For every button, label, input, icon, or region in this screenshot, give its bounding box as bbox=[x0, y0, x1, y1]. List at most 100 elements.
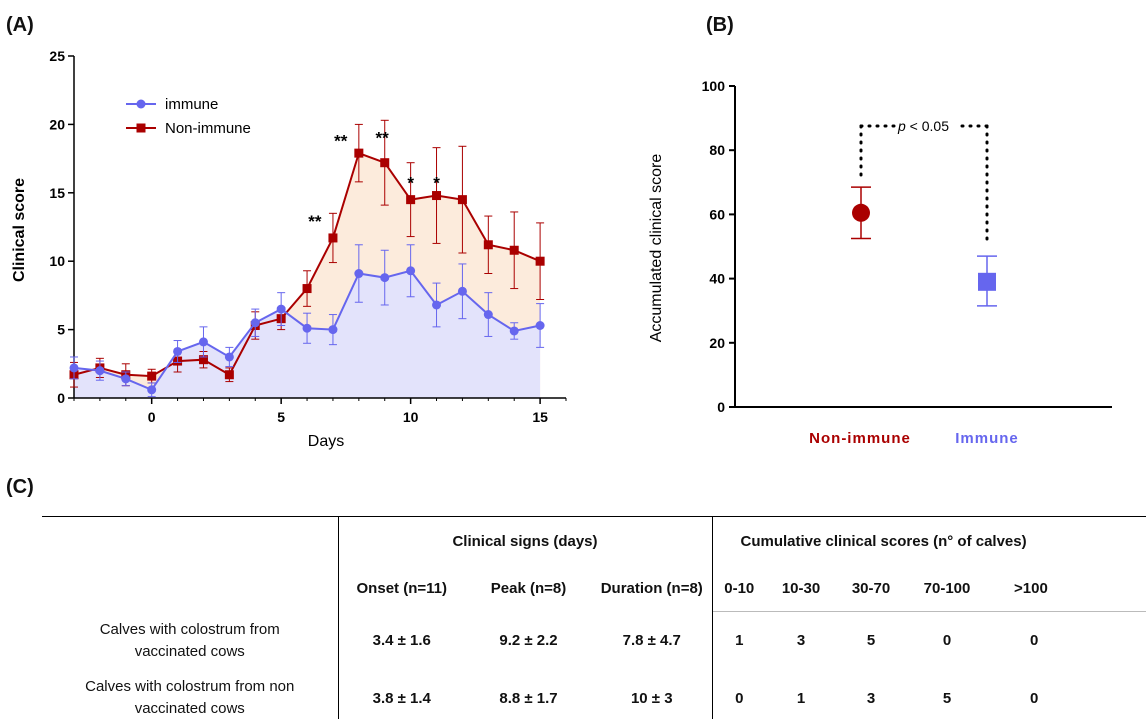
chart-a-xlabel: Days bbox=[308, 433, 344, 450]
significance-marker: * bbox=[433, 174, 440, 193]
group-header-cumulative-scores: Cumulative clinical scores (n° of calves… bbox=[712, 516, 1146, 566]
table-cell: 1 bbox=[735, 632, 744, 650]
non-immune-point bbox=[147, 371, 157, 381]
x-tick-label: 5 bbox=[277, 409, 285, 425]
col-header: Duration (n=8) bbox=[592, 565, 713, 612]
immune-point bbox=[483, 310, 493, 320]
y-tick-label: 5 bbox=[57, 322, 65, 338]
table-cell: 0 bbox=[942, 632, 952, 650]
immune-point bbox=[432, 300, 442, 310]
significance-marker: ** bbox=[334, 131, 348, 150]
immune-point bbox=[224, 352, 234, 362]
group-header-cumulative-scores-text: Cumulative clinical scores (n° of calves… bbox=[740, 532, 1027, 550]
col-header: 70-100 bbox=[906, 565, 988, 612]
col-header: Peak (n=8) bbox=[490, 580, 567, 597]
immune-point bbox=[147, 385, 157, 395]
non-immune-point bbox=[354, 148, 364, 158]
group-header-clinical-signs: Clinical signs (days) bbox=[338, 516, 713, 566]
table-cell: 5 bbox=[866, 632, 876, 650]
col-header: >100 bbox=[988, 565, 1146, 612]
significance-marker: ** bbox=[308, 212, 322, 231]
table-cell: 7.8 ± 4.7 bbox=[592, 611, 713, 670]
table-cell: 3 bbox=[836, 669, 906, 719]
immune-point bbox=[69, 363, 79, 373]
significance-marker: ** bbox=[376, 129, 390, 148]
y-tick-label: 0 bbox=[717, 399, 725, 415]
col-header: 30-70 bbox=[836, 565, 906, 612]
y-tick-label: 15 bbox=[49, 185, 65, 201]
immune-point bbox=[276, 304, 286, 314]
non-immune-point bbox=[198, 355, 208, 365]
non-immune-point bbox=[509, 245, 519, 255]
significance-p: p bbox=[897, 118, 906, 134]
immune-point bbox=[198, 337, 208, 347]
y-tick-label: 40 bbox=[709, 271, 725, 287]
row-label: Calves with colostrum from vaccinated co… bbox=[42, 611, 339, 670]
immune-point bbox=[509, 326, 519, 336]
row-label: Calves with colostrum from non vaccinate… bbox=[42, 669, 339, 719]
x-tick-label: 0 bbox=[148, 409, 156, 425]
significance-threshold: < 0.05 bbox=[906, 118, 949, 134]
results-table: Clinical signs (days) Cumulative clinica… bbox=[42, 516, 1146, 719]
table-cell: 3 bbox=[796, 632, 806, 650]
y-tick-label: 80 bbox=[709, 142, 725, 158]
immune-point bbox=[457, 286, 467, 296]
y-tick-label: 100 bbox=[702, 78, 726, 94]
legend-immune-marker bbox=[136, 99, 146, 109]
y-tick-label: 0 bbox=[57, 390, 65, 406]
y-tick-label: 60 bbox=[709, 206, 725, 222]
non-immune-point bbox=[380, 158, 390, 168]
immune-point bbox=[173, 346, 183, 356]
y-tick-label: 25 bbox=[49, 48, 65, 64]
b-point bbox=[852, 203, 870, 222]
legend-immune-label: immune bbox=[165, 96, 218, 113]
chart-b-ylabel: Accumulated clinical score bbox=[648, 154, 665, 343]
category-label: Non-immune bbox=[809, 430, 911, 447]
chart-a-ylabel: Clinical score bbox=[11, 178, 28, 282]
col-header: 0-10 bbox=[712, 565, 766, 612]
immune-point bbox=[250, 318, 260, 328]
table-row: Calves with colostrum from non vaccinate… bbox=[42, 669, 1146, 719]
significance-label: p < 0.05 bbox=[897, 118, 949, 134]
immune-point bbox=[328, 325, 338, 335]
table-cell: 9.2 ± 2.2 bbox=[499, 632, 558, 649]
non-immune-point bbox=[483, 240, 493, 250]
y-tick-label: 20 bbox=[49, 116, 65, 132]
immune-point bbox=[535, 320, 545, 330]
x-tick-label: 15 bbox=[532, 409, 548, 425]
chart-b: 0 20 40 60 80 100 Non-immune Immune p < 0.05 Ac… bbox=[648, 78, 1112, 447]
table-cell: 3.8 ± 1.4 bbox=[338, 669, 465, 719]
table-cell: 10 ± 3 bbox=[592, 669, 713, 719]
col-header: Onset (n=11) bbox=[356, 580, 447, 597]
significance-marker: * bbox=[407, 174, 414, 193]
category-label: Immune bbox=[955, 430, 1019, 447]
table-corner bbox=[42, 516, 339, 566]
table-cell: 8.8 ± 1.7 bbox=[465, 669, 592, 719]
non-immune-point bbox=[406, 195, 416, 205]
table-cell: 0 bbox=[712, 669, 766, 719]
immune-point bbox=[406, 266, 416, 276]
table-cell: 1 bbox=[766, 669, 836, 719]
immune-point bbox=[95, 366, 105, 376]
legend-non-immune-marker bbox=[136, 123, 146, 133]
non-immune-point bbox=[535, 256, 545, 266]
y-tick-label: 20 bbox=[709, 335, 725, 351]
immune-point bbox=[380, 273, 390, 283]
immune-point bbox=[302, 323, 312, 333]
table-cell: 5 bbox=[906, 669, 988, 719]
non-immune-point bbox=[302, 284, 312, 294]
b-point bbox=[978, 272, 996, 291]
immune-point bbox=[354, 269, 364, 279]
immune-point bbox=[121, 374, 131, 384]
x-tick-label: 10 bbox=[403, 409, 419, 425]
table-row: Calves with colostrum from vaccinated co… bbox=[42, 611, 1146, 670]
col-header: 10-30 bbox=[766, 565, 836, 612]
table-cell: 0 bbox=[988, 669, 1146, 719]
non-immune-point bbox=[432, 191, 442, 201]
table-column-headers: Onset (n=11) Peak (n=8) Duration (n=8) 0… bbox=[42, 565, 1146, 612]
table-cell: 0 bbox=[1030, 632, 1039, 650]
panel-label-a: (A) bbox=[6, 14, 34, 36]
panel-label-c: (C) bbox=[6, 476, 34, 498]
non-immune-point bbox=[328, 233, 338, 243]
